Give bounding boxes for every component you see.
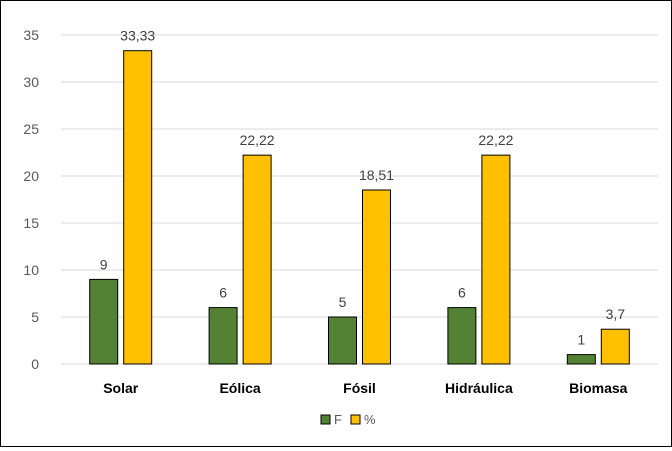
gridlines [61,34,658,365]
x-axis-categories: Solar Eólica Fósil Hidráulica Biomasa [103,380,628,396]
y-tick-label: 15 [23,215,39,231]
data-label: 1 [577,332,585,348]
category-label: Biomasa [569,380,628,396]
data-label: 5 [339,294,347,310]
bars [89,50,630,365]
bar-f-0 [89,278,119,365]
bar-percent-2 [362,189,391,365]
data-label: 6 [458,285,466,301]
y-tick-label: 20 [23,168,39,184]
data-label: 33,33 [120,28,155,44]
bar-percent-3 [481,154,511,365]
category-label: Fósil [343,380,376,396]
bar-percent-0 [123,50,153,365]
legend: F% [320,412,376,427]
legend-label: % [364,412,376,427]
data-label: 9 [100,256,108,272]
bar-f-2 [328,316,357,365]
y-tick-label: 5 [31,309,39,325]
y-tick-label: 25 [23,121,39,137]
bar-percent-1 [242,154,272,365]
data-label: 22,22 [240,132,275,148]
y-tick-label: 30 [23,74,39,90]
y-tick-label: 0 [31,356,39,372]
y-axis-ticks: 0 5 10 15 20 25 30 35 [23,27,39,372]
category-label: Solar [103,380,139,396]
y-tick-label: 10 [23,262,39,278]
data-label: 18,51 [359,167,394,183]
category-label: Hidráulica [445,380,513,396]
legend-swatch [320,414,331,425]
y-tick-label: 35 [23,27,39,43]
bar-f-3 [447,307,477,365]
bar-f-4 [566,354,596,365]
data-label: 3,7 [606,306,626,322]
bar-f-1 [208,307,238,365]
bar-percent-4 [600,328,630,365]
category-label: Eólica [219,380,260,396]
legend-label: F [334,412,342,427]
legend-swatch [350,414,361,425]
data-labels: 9 33,33 6 22,22 5 18,51 6 22,22 1 3,7 [100,28,625,348]
data-label: 22,22 [478,132,513,148]
data-label: 6 [219,285,227,301]
